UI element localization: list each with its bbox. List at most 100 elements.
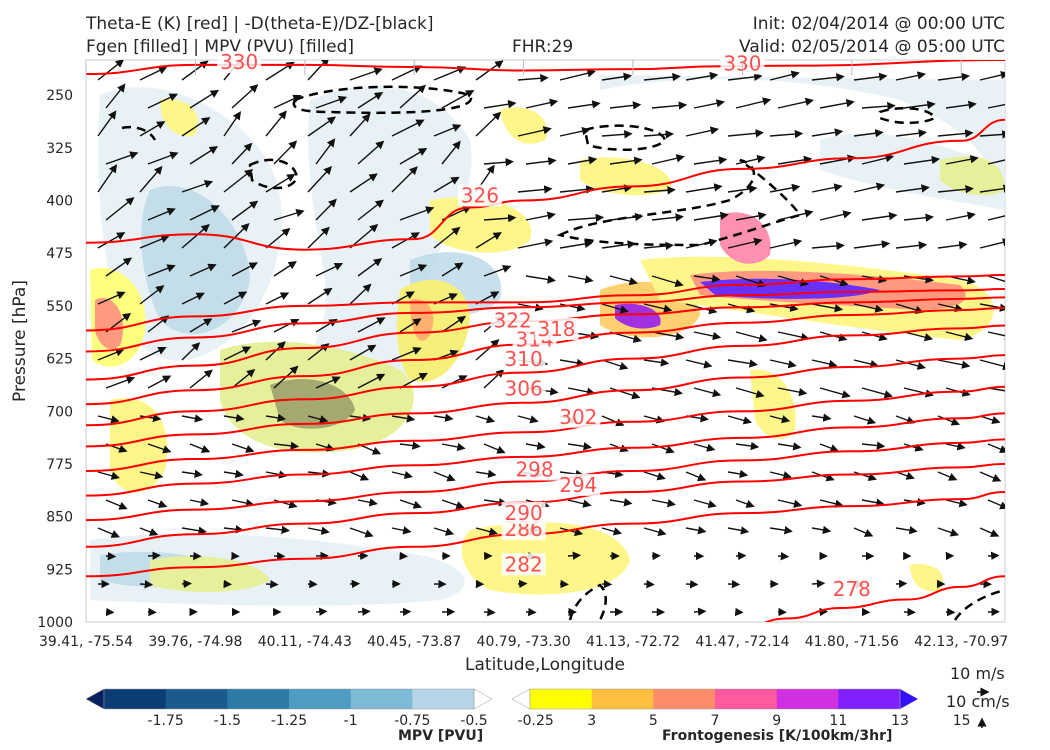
wind-vector	[399, 84, 426, 109]
colorbar-segment	[165, 689, 228, 709]
colorbar-segment	[350, 689, 413, 709]
wind-vector	[525, 211, 556, 221]
wind-vector	[895, 71, 926, 81]
wind-vector	[861, 154, 895, 165]
wind-vector	[231, 84, 259, 109]
colorbar-tick-label: -1	[344, 713, 358, 729]
wind-vector	[483, 607, 496, 617]
wind-vector	[265, 292, 290, 305]
theta-e-label: 306	[505, 377, 543, 401]
wind-vector	[895, 579, 908, 589]
wind-vector	[945, 155, 979, 165]
wind-vector	[979, 70, 1005, 81]
wind-vector	[853, 415, 877, 425]
x-tick-label: 40.45, -73.87	[367, 634, 461, 650]
wind-vector	[357, 607, 371, 616]
wind-vector	[307, 60, 330, 81]
wind-vector	[139, 527, 159, 536]
wind-vector	[559, 127, 591, 137]
theta-e-label: 302	[559, 405, 597, 429]
wind-vector	[231, 498, 255, 508]
wind-vector	[475, 111, 502, 137]
wind-vector	[601, 72, 633, 81]
theta-e-label-bg	[490, 309, 535, 332]
y-tick-label: 775	[46, 457, 73, 473]
wind-vector	[391, 347, 422, 361]
wind-vector	[181, 342, 201, 361]
wind-vector	[189, 443, 211, 453]
wind-vector	[139, 471, 164, 480]
theta-e-label-bg	[501, 377, 546, 400]
theta-e-label-bg	[534, 317, 579, 340]
wind-vector	[777, 331, 810, 342]
wind-vector	[265, 173, 296, 193]
wind-vector	[945, 211, 976, 221]
dtheta-dz-contours	[121, 85, 1005, 621]
colorbar-segment	[227, 689, 290, 709]
theta-e-contour-286	[86, 462, 1005, 548]
wind-vector	[777, 155, 813, 165]
x-tick-label: 41.80, -71.56	[805, 634, 899, 650]
theta-e-contour-322	[86, 274, 1005, 332]
wind-vector	[987, 103, 1005, 109]
wind-vector	[853, 240, 891, 249]
wind-vector	[399, 441, 421, 450]
wind-vector	[819, 98, 855, 109]
wind-vector	[727, 129, 764, 138]
x-tick-label: 42.13, -70.97	[914, 634, 1008, 650]
wind-vector	[567, 499, 592, 508]
wind-vector	[517, 238, 554, 249]
wind-vector	[189, 205, 220, 221]
wind-vector	[945, 499, 968, 508]
wind-vector	[357, 92, 384, 109]
wind-vector	[685, 238, 718, 249]
wind-vector	[223, 111, 242, 137]
wind-vector	[811, 128, 844, 137]
wind-vector	[399, 264, 428, 277]
wind-vector	[979, 184, 1005, 193]
fgen-region	[270, 379, 355, 429]
wind-vector	[979, 130, 1005, 139]
colorbar-tick-label: -0.5	[460, 713, 487, 729]
y-tick-label: 400	[46, 194, 73, 210]
wind-vector	[735, 211, 767, 221]
wind-vector	[559, 185, 595, 194]
wind-vector	[189, 263, 217, 277]
wind-vector	[987, 387, 1005, 392]
x-tick-label: 39.76, -74.98	[148, 634, 242, 650]
wind-vector	[349, 283, 372, 305]
wind-vector	[433, 226, 461, 249]
wind-vector	[987, 159, 1005, 165]
wind-vector	[147, 551, 161, 560]
x-tick-label: 41.47, -72.14	[695, 634, 789, 650]
wind-vector	[223, 413, 245, 423]
wind-vector	[307, 226, 330, 249]
dtheta-dz-contour	[568, 583, 607, 621]
theta-e-contour-326	[86, 118, 1005, 251]
wind-vector	[651, 154, 685, 165]
wind-vector	[601, 415, 625, 427]
wind-vector	[727, 526, 750, 535]
theta-e-label-bg	[457, 184, 502, 207]
wind-vector	[399, 148, 428, 165]
x-tick-label: 39.41, -75.54	[39, 634, 133, 650]
wind-vector	[189, 318, 213, 333]
y-tick-label: 250	[46, 88, 73, 104]
wind-vector	[861, 211, 898, 221]
wind-vector	[525, 441, 546, 451]
wind-vector	[475, 415, 496, 424]
wind-vector	[559, 69, 596, 81]
wind-vector	[903, 331, 934, 342]
wind-vector	[399, 372, 428, 389]
wind-vector	[105, 257, 133, 277]
wind-vector	[651, 213, 684, 222]
wind-vector	[861, 441, 886, 450]
wind-vector	[181, 526, 207, 535]
fgen-region	[700, 278, 880, 299]
theta-e-contour-298	[86, 385, 1005, 472]
x-tick-label: 40.11, -74.43	[258, 634, 352, 650]
wind-vector	[979, 415, 1001, 425]
wind-vector	[315, 262, 344, 277]
wind-vector	[853, 527, 874, 537]
wind-vector	[97, 110, 117, 137]
